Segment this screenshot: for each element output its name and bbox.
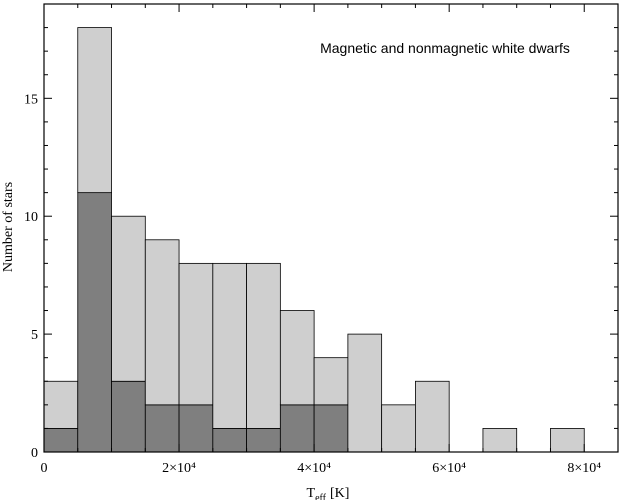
bar-series2-bin5	[178, 262, 214, 406]
bar-series2-bin1	[43, 380, 79, 429]
y-tick-label-3: 10	[24, 210, 38, 225]
bar-series1-bin6	[212, 428, 247, 453]
bar-series1-bin2	[77, 192, 112, 453]
tick-labels-group: 0 2×10⁴ 4×10⁴ 6×10⁴ 8×10⁴ 0 5 10 15	[24, 92, 601, 476]
bar-series2-bin14	[482, 428, 518, 453]
ticks-group	[43, 4, 618, 453]
y-tick-label-2: 5	[31, 328, 38, 343]
bar-series1-bin9	[313, 404, 349, 453]
bar-series2-bin4	[144, 239, 180, 406]
bar-series1-bin7	[246, 428, 281, 453]
bar-series2-bin12	[415, 380, 450, 453]
bar-series2-bin11	[381, 404, 416, 453]
bar-series2-bin2	[77, 27, 112, 194]
x-tick-label-3: 4×10⁴	[297, 461, 331, 476]
bar-series2-bin10	[347, 333, 383, 453]
bar-series1-bin8	[279, 404, 315, 453]
bar-series2-bin9	[313, 357, 349, 406]
bars-group	[43, 27, 585, 453]
bar-series2-bin7	[246, 262, 281, 429]
bar-series1-bin5	[178, 404, 214, 453]
bar-series1-bin1	[43, 428, 79, 453]
plot-frame	[43, 3, 619, 453]
x-tick-label-2: 2×10⁴	[162, 461, 196, 476]
bar-series1-bin3	[111, 380, 146, 453]
bar-series1-bin4	[144, 404, 180, 453]
bar-series2-bin8	[279, 310, 315, 406]
x-tick-label-5: 8×10⁴	[567, 461, 601, 476]
chart-annotation: Magnetic and nonmagnetic white dwarfs	[320, 40, 570, 56]
y-tick-label-4: 15	[24, 92, 38, 107]
y-tick-label-1: 0	[31, 446, 38, 461]
bar-series2-bin6	[212, 262, 247, 429]
x-axis-label: Teff [K]	[307, 486, 350, 500]
x-tick-label-4: 6×10⁴	[432, 461, 466, 476]
x-axis-label-symbol: T	[307, 486, 316, 500]
bar-series2-bin16	[550, 428, 585, 453]
y-axis-label: Number of stars	[1, 182, 16, 272]
x-tick-label-1: 0	[41, 461, 48, 476]
x-axis-label-unit: [K]	[330, 486, 349, 500]
bar-series2-bin3	[111, 215, 146, 382]
x-axis-label-subscript: eff	[315, 493, 327, 500]
